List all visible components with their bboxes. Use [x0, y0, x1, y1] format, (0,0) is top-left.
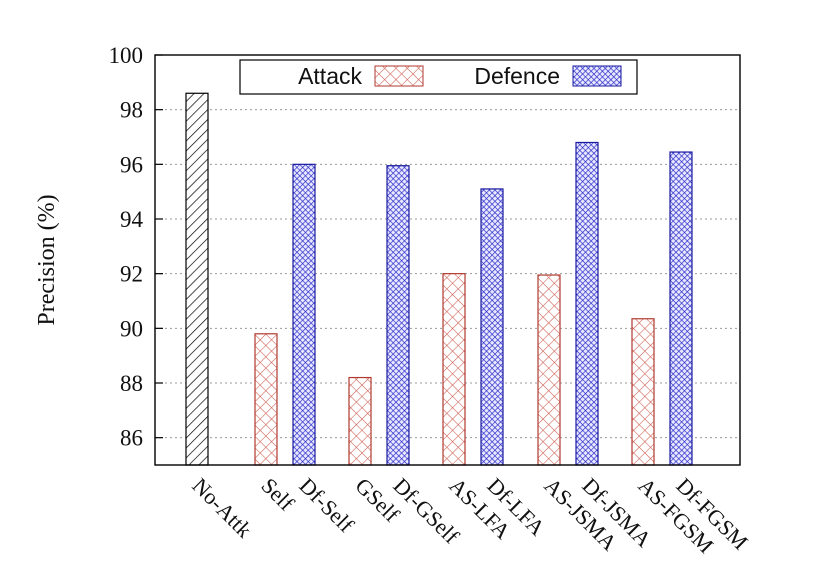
bar-gself: [348, 376, 372, 466]
bar-df-lfa: [480, 188, 504, 466]
legend-swatch-defence: [572, 65, 622, 87]
y-tick-label: 88: [120, 371, 143, 396]
bar-no-attk: [185, 92, 209, 466]
legend-swatch-attack: [374, 65, 424, 87]
bars: [185, 92, 693, 466]
legend: Attack Defence: [239, 59, 638, 95]
y-axis-title: Precision (%): [34, 194, 60, 325]
y-tick-label: 100: [109, 43, 144, 68]
y-tick-label: 92: [120, 262, 143, 287]
bar-as-lfa: [442, 273, 466, 466]
bar-as-jsma: [537, 274, 561, 466]
x-tick-labels: No-Attk SelfDf-SelfGSelfDf-GSelfAS-LFADf-…: [187, 473, 753, 558]
x-tick-label: No-Attk: [187, 473, 257, 543]
y-tick-label: 94: [120, 207, 144, 232]
axes: [154, 54, 741, 466]
y-tick-labels: 86 88 90 92 94 96 98 100: [109, 43, 144, 451]
bar-df-self: [292, 163, 316, 466]
bar-df-gself: [386, 165, 410, 466]
bar-df-jsma: [575, 141, 599, 466]
y-tick-label: 96: [120, 152, 143, 177]
y-tick-label: 90: [120, 316, 143, 341]
y-tick-label: 86: [120, 426, 143, 451]
bar-as-fgsm: [631, 318, 655, 466]
x-tick-label: Df-Self: [294, 473, 359, 538]
bar-df-fgsm: [669, 151, 693, 466]
y-tick-label: 98: [120, 98, 143, 123]
x-tick-label: Self: [256, 473, 299, 516]
grid-lines: [155, 54, 740, 439]
legend-box: [239, 59, 638, 95]
legend-label-attack: Attack: [298, 63, 362, 89]
bar-self: [254, 333, 278, 466]
plot-frame: [154, 54, 741, 466]
legend-label-defence: Defence: [474, 63, 560, 89]
